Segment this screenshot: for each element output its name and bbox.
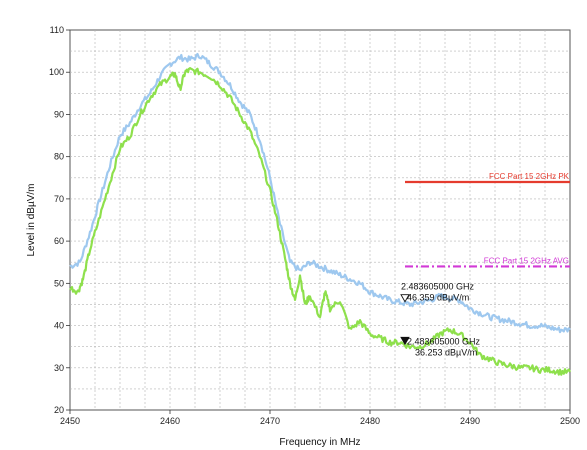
y-tick-label: 50	[54, 278, 64, 288]
x-axis-label: Frequency in MHz	[279, 437, 360, 448]
limit-line-label: FCC Part 15 2GHz PK	[489, 172, 570, 181]
marker-frequency: 2.483605000 GHz	[401, 282, 475, 292]
x-tick-label: 2500	[560, 416, 580, 426]
y-tick-label: 100	[49, 67, 64, 77]
marker-triangle	[400, 294, 410, 303]
y-axis-label: Level in dBµV/m	[26, 183, 37, 256]
y-tick-label: 60	[54, 236, 64, 246]
trace-line-2	[69, 66, 571, 376]
marker-triangle	[400, 336, 410, 346]
y-tick-label: 80	[54, 152, 64, 162]
y-tick-label: 110	[50, 25, 64, 35]
x-tick-label: 2490	[460, 416, 480, 426]
limit-line-label: FCC Part 15 2GHz AVG	[484, 256, 569, 265]
y-tick-label: 20	[54, 405, 64, 415]
x-tick-label: 2460	[160, 416, 180, 426]
limit-lines: FCC Part 15 2GHz PK FCC Part 15 2GHz AVG	[405, 172, 570, 268]
marker-level: 46.359 dBµV/m	[407, 293, 469, 303]
y-tick-label: 90	[54, 109, 64, 119]
y-tick-label: 40	[54, 321, 64, 331]
trace-line-1	[69, 52, 571, 334]
x-tick-label: 2470	[260, 416, 280, 426]
y-axis-ticks: 20 30 40 50 60 70 80 90 100 110	[49, 25, 70, 415]
trace-series	[69, 52, 571, 376]
y-tick-label: 30	[54, 363, 64, 373]
marker-frequency: 2.483605000 GHz	[407, 336, 481, 346]
x-tick-label: 2450	[60, 416, 80, 426]
marker-level: 36.253 dBµV/m	[415, 347, 477, 357]
x-tick-label: 2480	[360, 416, 380, 426]
y-tick-label: 70	[54, 194, 64, 204]
x-axis-ticks: 2450 2460 2470 2480 2490 2500	[60, 410, 580, 426]
